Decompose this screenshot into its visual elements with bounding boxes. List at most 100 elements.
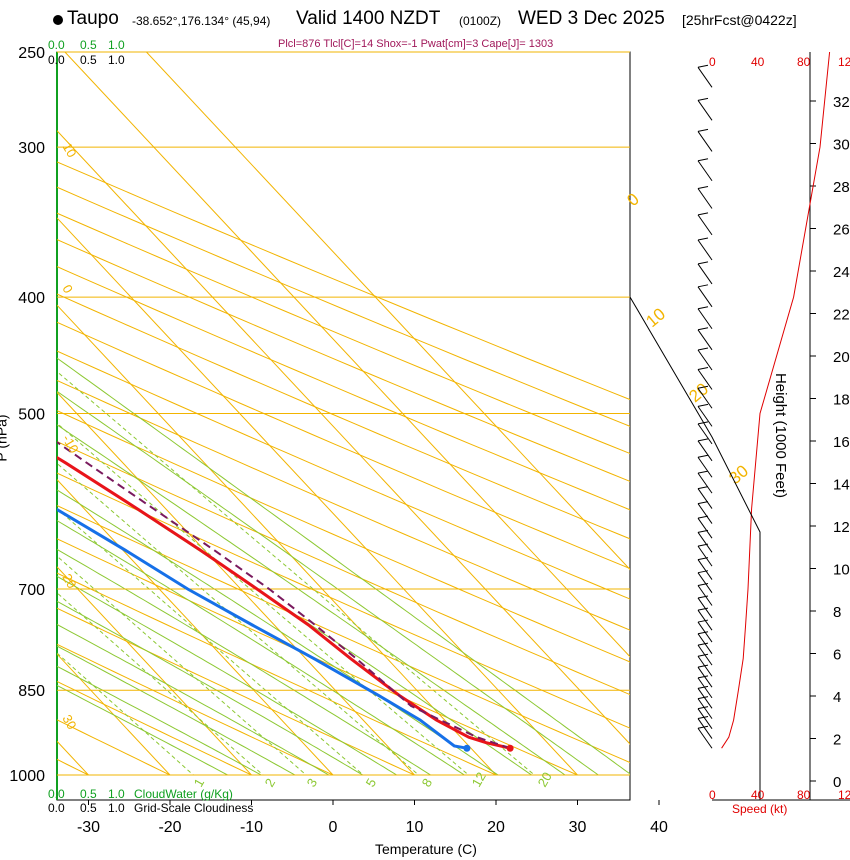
wind-barb-staff (697, 644, 713, 666)
wind-barb-flag (697, 607, 709, 611)
moist-adiabat (57, 489, 500, 775)
wind-barb-flag (697, 725, 709, 729)
sounding-profiles (57, 440, 514, 752)
wind-barb-staff (697, 633, 713, 654)
wind-barb-staff (697, 488, 713, 509)
dry-adiabat (57, 719, 172, 775)
surface-temperature-marker (506, 744, 514, 752)
dry-adiabat (57, 607, 416, 775)
wind-barb-flag (697, 421, 709, 425)
wind-barb-staff (697, 677, 713, 699)
wind-barb-flag (697, 128, 709, 132)
x-tick-label: -10 (240, 819, 263, 836)
pressure-tick-label: 500 (18, 407, 45, 424)
wind-speed-line (721, 51, 831, 749)
wind-barb-icon (697, 470, 713, 494)
wind-barb-flag (697, 306, 709, 310)
cloudiness-tick-bottom-2: 1.0 (108, 801, 125, 815)
wind-barb-icon (697, 696, 713, 719)
wind-barb-staff (697, 688, 713, 709)
height-tick-label: 28 (833, 179, 850, 196)
speed-tick-top-2: 80 (797, 55, 811, 69)
cloudwater-tick-top-2: 1.0 (108, 38, 125, 52)
wind-barb-staff (697, 545, 713, 567)
wind-barb-staff (697, 503, 713, 524)
cloudwater-label: CloudWater (g/Kg) (134, 787, 233, 801)
moist-adiabat (57, 390, 600, 775)
wind-barb-staff (697, 666, 713, 688)
forecast-date: WED 3 Dec 2025 (518, 8, 665, 29)
wind-barb-icon (697, 619, 713, 643)
wind-barb-staff (697, 214, 713, 236)
wind-barb-flag (697, 327, 709, 331)
plot-border (56, 51, 631, 801)
station-name: Taupo (67, 8, 119, 29)
wind-barb-icon (697, 403, 713, 427)
cloudwater-tick-bottom-1: 0.5 (80, 787, 97, 801)
wind-barb-flag (697, 642, 709, 646)
dry-adiabat (57, 161, 630, 401)
wind-barb-staff (697, 160, 713, 182)
wind-barb-icon (697, 212, 713, 236)
wind-barb-staff (697, 472, 713, 494)
speed-tick-bottom-0: 0 (709, 788, 716, 802)
wind-barb-icon (697, 675, 713, 699)
y-axis-title: P (hPa) (0, 414, 10, 461)
station-coords: -38.652°,176.134° (45,94) (132, 14, 271, 28)
height-tick-label: 14 (833, 477, 850, 494)
moist-adiabat (57, 457, 533, 775)
mixing-ratio-label: 8 (419, 776, 436, 790)
wind-barb-flag (697, 619, 709, 623)
wind-barb-staff (697, 308, 713, 330)
wind-barb-staff (697, 263, 713, 285)
wind-barb-flag (697, 515, 709, 519)
wind-barb-icon (697, 97, 713, 121)
moist-adiabat (57, 600, 364, 775)
height-axis-title: Height (1000 Feet) (772, 372, 790, 499)
isotherms (57, 52, 630, 775)
mixing-ratio-label: 12 (469, 769, 489, 789)
speed-tick-bottom-2: 80 (797, 788, 811, 802)
wind-barb-icon (697, 642, 713, 666)
wind-barb-flag (697, 366, 709, 370)
moist-adiabat-label: 10 (642, 304, 669, 331)
wind-barb-staff (697, 585, 713, 606)
moist-adiabat (57, 548, 432, 775)
wind-barb-icon (697, 327, 713, 351)
wind-barb-icon (697, 347, 713, 371)
dry-adiabat-label: 10 (59, 140, 79, 160)
pressure-tick-label: 400 (18, 290, 45, 307)
mixing-ratio-line (57, 592, 264, 775)
dry-adiabat-label: 20 (59, 571, 79, 591)
wind-barb-staff (697, 100, 713, 121)
mixing-ratio-line (57, 555, 307, 775)
wind-barb-icon (697, 607, 713, 631)
moist-adiabat-label: 0 (623, 189, 642, 210)
x-tick-label: 10 (406, 819, 424, 836)
moist-adiabat (57, 623, 330, 775)
wind-barb-staff (697, 532, 713, 553)
wind-barb-staff (697, 406, 713, 427)
wind-barb-icon (697, 685, 713, 709)
moist-adiabat (57, 520, 466, 775)
isotherm (57, 391, 416, 775)
wind-barb-flag (697, 501, 709, 505)
wind-barb-icon (697, 582, 713, 606)
wind-barb-staff (697, 621, 713, 643)
dry-adiabat (57, 212, 630, 455)
wind-barb-flag (697, 486, 709, 490)
height-tick-label: 2 (833, 732, 841, 749)
dry-adiabat (57, 350, 630, 600)
wind-barb-staff (697, 188, 713, 209)
x-axis-title: Temperature (C) (375, 841, 477, 857)
wind-barb-staff (697, 286, 713, 308)
height-tick-label: 16 (833, 434, 850, 451)
cloudwater-tick-top-0: 0.0 (48, 38, 65, 52)
cloudiness-tick-top-2: 1.0 (108, 53, 125, 67)
wind-barb-flag (697, 284, 709, 288)
wind-barb-staff (697, 517, 713, 539)
wind-barb-flag (697, 186, 709, 190)
